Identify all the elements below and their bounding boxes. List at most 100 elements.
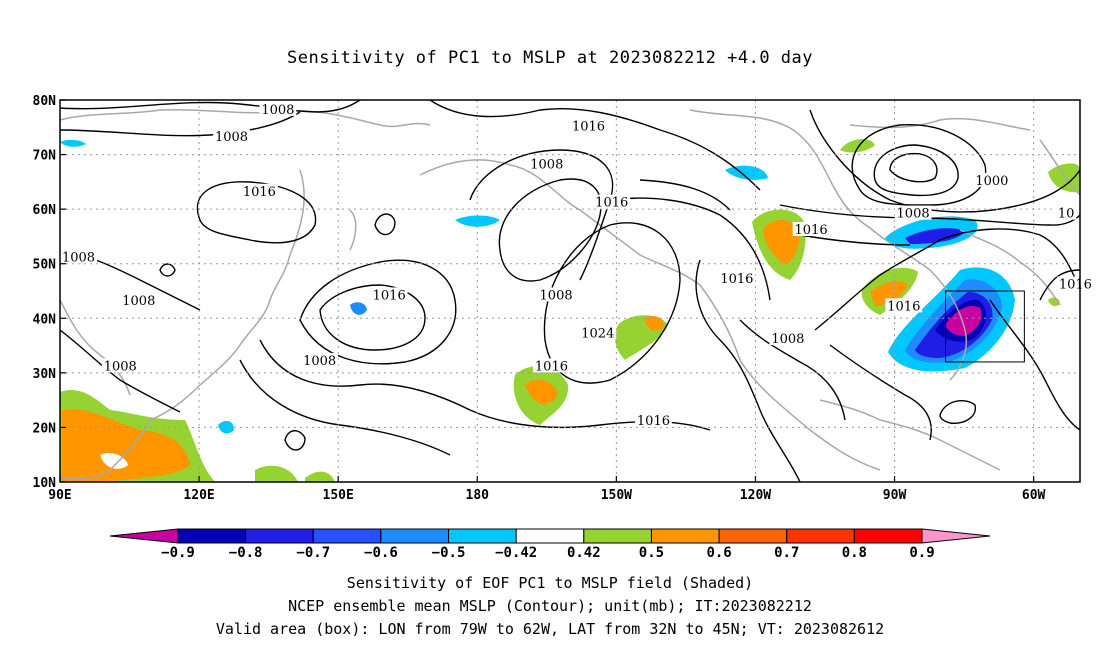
colorbar-segment xyxy=(380,528,450,544)
valid-area-box xyxy=(945,290,1025,363)
contour-label-bg xyxy=(259,101,297,116)
contour-label: 1016 xyxy=(637,414,670,429)
x-tick-label: 90E xyxy=(48,488,71,503)
contour-label-bg xyxy=(792,221,830,236)
y-tick-label: 10N xyxy=(33,476,57,491)
contour-label-bg xyxy=(1055,205,1077,220)
contour-label-bg xyxy=(894,205,932,220)
contour-label: 1008 xyxy=(62,250,95,265)
contour-label-bg xyxy=(533,358,570,373)
colorbar-segment xyxy=(583,528,652,544)
contour-label: 1016 xyxy=(1059,278,1092,293)
y-axis: 10N 20N 30N 40N 50N 60N 70N 80N xyxy=(33,94,66,491)
contour-label: 1008 xyxy=(261,103,294,118)
contour-label-bg xyxy=(973,172,1011,187)
contour-label-bg xyxy=(120,292,158,307)
contour-label-bg xyxy=(528,156,566,171)
colorbar-segment xyxy=(786,528,855,544)
contour-label: 1016 xyxy=(595,196,628,211)
colorbar-label: 0.5 xyxy=(639,545,664,561)
contour-label: 1016 xyxy=(572,119,605,134)
colorbar-segment xyxy=(177,528,247,544)
x-tick-label: 120W xyxy=(740,488,771,503)
caption-valid-area: Valid area (box): LON from 79W to 62W, L… xyxy=(215,620,885,638)
contour-label-bg xyxy=(769,331,807,346)
contour-label-bg xyxy=(885,298,923,313)
contour-label: 1008 xyxy=(104,359,137,374)
colorbar-label: 0.6 xyxy=(706,545,731,561)
map-frame xyxy=(59,99,1081,483)
contour-label-bg xyxy=(370,287,408,302)
contour-label-bg xyxy=(301,352,339,367)
colorbar-label: −0.9 xyxy=(161,545,195,561)
chart-title: Sensitivity of PC1 to MSLP at 2023082212… xyxy=(286,48,813,68)
x-tick-label: 60W xyxy=(1022,488,1046,503)
y-tick-label: 70N xyxy=(33,149,57,164)
mslp-contours xyxy=(60,100,1080,482)
contour-label: 1008 xyxy=(215,130,248,145)
colorbar-segment xyxy=(515,528,585,544)
contour-label-bg xyxy=(593,194,631,209)
contour-label: 1024 xyxy=(581,327,614,342)
contour-label-bg xyxy=(240,183,278,198)
colorbar-segment xyxy=(312,528,382,544)
colorbar-label: 0.8 xyxy=(842,545,867,561)
y-tick-label: 20N xyxy=(33,421,57,436)
contour-label: 1016 xyxy=(795,223,828,238)
x-axis: 90E 120E 150E 180 150W 120W 90W 60W xyxy=(48,476,1046,503)
sensitivity-shading xyxy=(60,138,1080,482)
colorbar-label: 0.42 xyxy=(567,545,601,561)
colorbar-label: −0.6 xyxy=(364,545,398,561)
contour-label: 1016 xyxy=(887,299,920,314)
y-tick-label: 40N xyxy=(33,312,57,327)
contour-label: 1008 xyxy=(771,332,804,347)
contour-label: 1008 xyxy=(897,207,930,222)
contour-labels: 1008 1008 1016 1008 1008 1008 1008 1016 1016 1008… xyxy=(60,101,1094,429)
y-tick-label: 30N xyxy=(33,367,57,382)
colorbar-segment xyxy=(853,528,923,544)
colorbar-label: 0.7 xyxy=(774,545,799,561)
contour-label: 1016 xyxy=(373,288,406,303)
colorbar-segment xyxy=(448,528,517,544)
colorbar-low-extend xyxy=(109,528,179,544)
contour-label-bg xyxy=(213,129,250,144)
contour-label-bg xyxy=(570,118,607,133)
contour-label: 1000 xyxy=(975,174,1008,189)
colorbar-segment xyxy=(245,528,314,544)
contour-label-bg xyxy=(1056,276,1094,291)
colorbar-label: −0.5 xyxy=(432,545,466,561)
caption-contour: NCEP ensemble mean MSLP (Contour); unit(… xyxy=(288,597,812,615)
x-tick-label: 120E xyxy=(183,488,214,503)
colorbar: −0.9 −0.8 −0.7 −0.6 −0.5 −0.42 0.42 0.5 0.6 0.7 0.… xyxy=(109,528,991,561)
contour-label-bg xyxy=(579,325,617,340)
y-tick-label: 50N xyxy=(33,258,57,273)
x-tick-label: 150W xyxy=(601,488,632,503)
contour-label-bg xyxy=(718,271,756,286)
contour-label: 1016 xyxy=(243,185,276,200)
caption-shading: Sensitivity of EOF PC1 to MSLP field (Sh… xyxy=(346,574,754,592)
gridlines xyxy=(60,100,1080,482)
contour-label: 1008 xyxy=(540,288,573,303)
contour-label-bg xyxy=(101,358,139,373)
contour-label: 1016 xyxy=(535,359,568,374)
colorbar-label: −0.42 xyxy=(495,545,537,561)
contour-label: 1008 xyxy=(122,294,155,309)
colorbar-high-extend xyxy=(921,528,991,544)
colorbar-label: −0.7 xyxy=(296,545,330,561)
colorbar-segment xyxy=(718,528,788,544)
x-tick-label: 180 xyxy=(466,488,490,503)
colorbar-label: −0.8 xyxy=(229,545,263,561)
contour-label: 1016 xyxy=(720,272,753,287)
contour-label: 10 xyxy=(1058,207,1075,222)
contour-label: 1008 xyxy=(303,354,336,369)
x-tick-label: 150E xyxy=(323,488,354,503)
contour-label: 1008 xyxy=(530,157,563,172)
y-tick-label: 60N xyxy=(33,203,57,218)
y-tick-label: 80N xyxy=(33,94,57,109)
x-tick-label: 90W xyxy=(883,488,907,503)
colorbar-label: 0.9 xyxy=(909,545,934,561)
contour-label-bg xyxy=(537,287,575,302)
contour-label-bg xyxy=(635,412,672,427)
colorbar-segment xyxy=(650,528,720,544)
